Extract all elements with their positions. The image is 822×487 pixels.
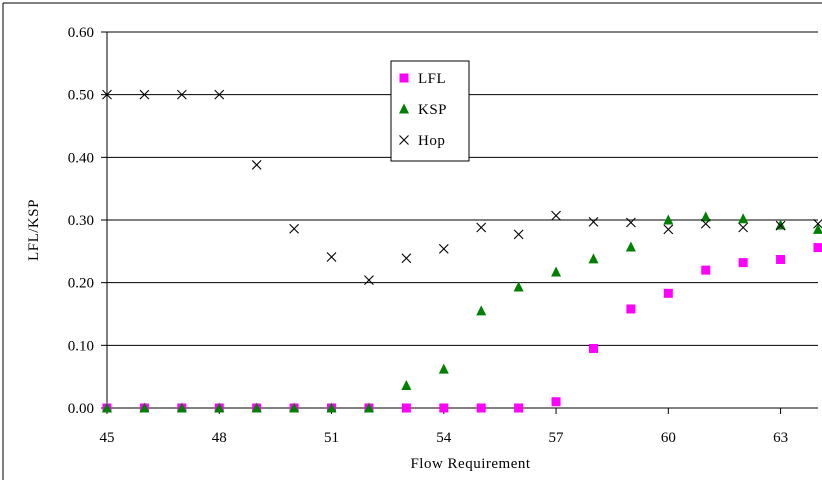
hop-point [739,223,748,232]
ksp-point [738,213,748,223]
y-axis-title: LFL/KSP [26,199,42,261]
lfl-point [776,255,785,264]
y-tick-label: 0.60 [68,25,94,41]
lfl-point [439,404,448,413]
hop-point [626,218,635,227]
y-axis: 0.00 0.10 0.20 0.30 0.40 0.50 0.60 [68,25,107,417]
series-ksp [102,211,822,412]
y-tick-label: 0.00 [68,401,94,417]
hop-point [477,223,486,232]
x-tick-label: 63 [773,430,788,446]
lfl-point [589,344,598,353]
hop-point [252,160,261,169]
ksp-point [401,380,411,390]
ksp-point [626,241,636,251]
legend-label-lfl: LFL [418,71,446,87]
lfl-point [514,404,523,413]
x-tick-label: 45 [100,430,115,446]
lfl-point [739,258,748,267]
hop-point [327,252,336,261]
ksp-point [551,267,561,277]
legend-label-hop: Hop [418,133,445,149]
legend-label-ksp: KSP [418,102,447,118]
x-axis: 45 48 51 54 57 60 63 [100,408,819,446]
lfl-point [701,266,710,275]
hop-point [364,276,373,285]
legend: LFL KSP Hop [391,61,469,161]
lfl-point [664,289,673,298]
y-tick-label: 0.50 [68,88,94,104]
ksp-point [476,305,486,315]
x-axis-title: Flow Requirement [410,456,530,472]
hop-point [439,244,448,253]
y-tick-label: 0.40 [68,150,94,166]
hop-point [290,224,299,233]
y-tick-label: 0.20 [68,276,94,292]
series-lfl [103,243,822,412]
ksp-point [588,253,598,263]
hop-point [589,217,598,226]
legend-marker-lfl [400,74,409,83]
x-tick-label: 60 [661,430,676,446]
x-tick-label: 57 [549,430,565,446]
x-tick-label: 48 [212,430,227,446]
ksp-point [439,364,449,374]
x-tick-label: 51 [324,430,339,446]
hop-point [552,211,561,220]
hop-point [514,230,523,239]
ksp-point [813,224,822,234]
lfl-point [626,304,635,313]
hop-point [664,225,673,234]
lfl-point [814,243,822,252]
lfl-point [552,397,561,406]
lfl-point [402,404,411,413]
hop-point [402,254,411,263]
y-tick-label: 0.30 [68,213,94,229]
x-tick-label: 54 [436,430,452,446]
lfl-point [477,404,486,413]
y-tick-label: 0.10 [68,338,94,354]
ksp-point [776,220,786,230]
